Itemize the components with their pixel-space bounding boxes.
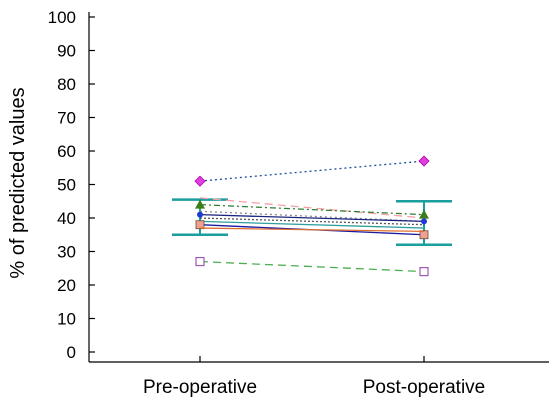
x-tick-label: Pre-operative <box>143 377 257 398</box>
y-tick-label: 30 <box>57 243 76 262</box>
data-point-circle <box>197 211 203 218</box>
data-point-open-square <box>195 256 205 267</box>
y-axis-label: % of predicted values <box>7 87 29 278</box>
data-point-diamond <box>194 175 206 187</box>
y-tick-label: 50 <box>57 176 76 195</box>
y-tick-label: 10 <box>57 310 76 329</box>
y-tick-label: 80 <box>57 75 76 94</box>
data-point-circle <box>421 218 427 225</box>
data-point-open-square <box>419 267 429 277</box>
y-tick-label: 70 <box>57 109 76 128</box>
series-line <box>199 227 425 233</box>
series-line <box>199 214 425 222</box>
data-point-triangle <box>195 199 205 209</box>
y-tick-label: 40 <box>57 209 76 228</box>
chart-axes: 0 10 20 30 40 50 60 70 80 90 100 Pre-operative Post-… <box>48 8 549 398</box>
series-line <box>199 217 425 226</box>
series-line <box>199 203 425 216</box>
series-line <box>199 197 425 219</box>
y-tick-label: 100 <box>48 8 76 27</box>
chart-series <box>194 155 430 277</box>
series-line <box>199 160 425 182</box>
y-tick-label: 90 <box>57 42 76 61</box>
series-line <box>199 220 425 229</box>
data-point-triangle <box>419 209 429 219</box>
series-line <box>199 260 425 273</box>
x-tick-label: Post-operative <box>363 377 486 398</box>
y-tick-label: 60 <box>57 142 76 161</box>
y-tick-label: 20 <box>57 276 76 295</box>
data-point-diamond <box>418 155 430 167</box>
y-tick-label: 0 <box>67 343 76 362</box>
